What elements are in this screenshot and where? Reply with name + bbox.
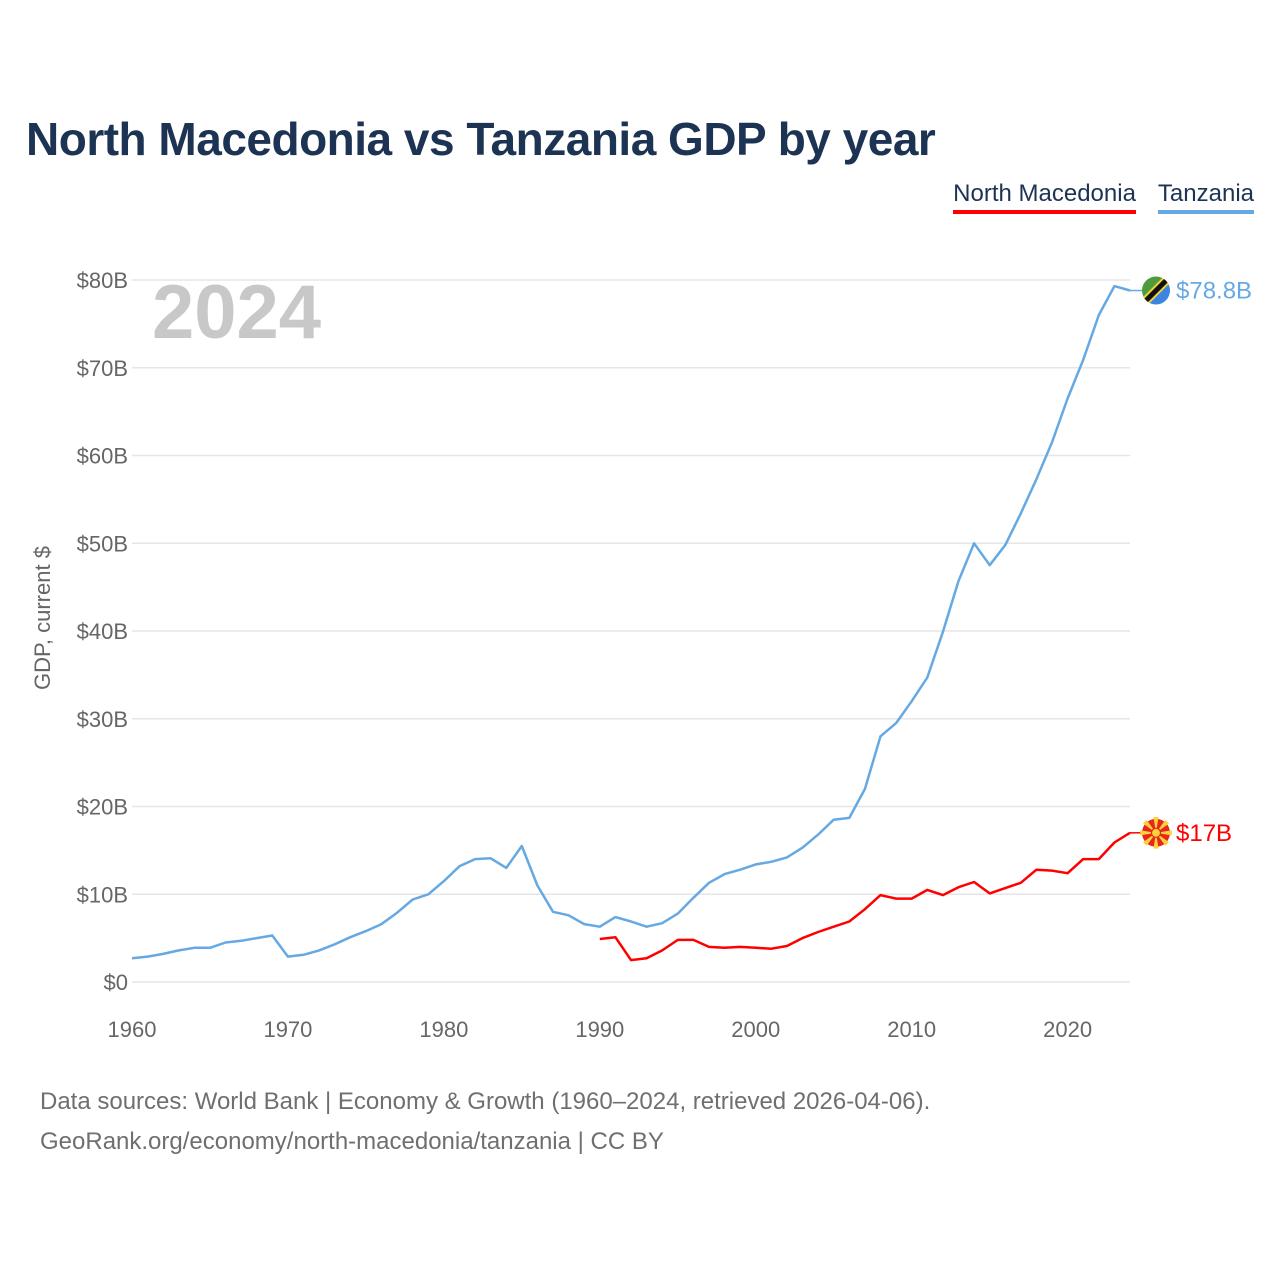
y-tick-label: $50B — [77, 531, 128, 556]
year-watermark: 2024 — [152, 270, 321, 355]
y-tick-label: $80B — [77, 268, 128, 293]
y-tick-label: $30B — [77, 707, 128, 732]
x-tick-label: 2020 — [1043, 1017, 1092, 1042]
y-tick-label: $20B — [77, 795, 128, 820]
x-tick-label: 1980 — [419, 1017, 468, 1042]
end-value-label-north-macedonia: $17B — [1176, 820, 1232, 847]
x-tick-label: 2010 — [887, 1017, 936, 1042]
y-tick-label: $40B — [77, 619, 128, 644]
gridlines — [132, 279, 1130, 983]
series-lines — [131, 284, 1131, 962]
data-source-note: Data sources: World Bank | Economy & Gro… — [40, 1082, 930, 1162]
chart-title: North Macedonia vs Tanzania GDP by year — [26, 113, 936, 165]
x-tick-label: 2000 — [731, 1017, 780, 1042]
y-tick-label: $70B — [77, 356, 128, 381]
end-value-label-tanzania: $78.8B — [1176, 278, 1252, 305]
legend-item-north-macedonia[interactable]: North Macedonia — [953, 180, 1136, 214]
source-line-2: GeoRank.org/economy/north-macedonia/tanz… — [40, 1128, 664, 1155]
legend-item-tanzania[interactable]: Tanzania — [1157, 180, 1254, 214]
source-line-1: Data sources: World Bank | Economy & Gro… — [40, 1088, 931, 1115]
tanzania-flag-icon — [1142, 276, 1170, 305]
x-axis-ticks: 1960 1970 1980 1990 2000 2010 2020 — [108, 1017, 1093, 1042]
y-tick-label: $60B — [77, 444, 128, 469]
x-tick-label: 1990 — [575, 1017, 624, 1042]
y-tick-label: $0 — [104, 970, 128, 995]
y-tick-label: $10B — [77, 882, 128, 907]
series-line-tanzania[interactable] — [131, 284, 1131, 960]
series-endpoints: $78.8B $17B — [1130, 276, 1252, 849]
legend: North Macedonia Tanzania — [953, 180, 1254, 214]
x-tick-label: 1960 — [108, 1017, 157, 1042]
y-axis-ticks: $0 $10B $20B $30B $40B $50B $60B $70B $80B — [77, 268, 128, 995]
north-macedonia-flag-icon — [1140, 817, 1172, 849]
series-line-north-macedonia[interactable] — [599, 831, 1131, 962]
x-tick-label: 1970 — [263, 1017, 312, 1042]
y-axis-label: GDP, current $ — [30, 546, 55, 690]
